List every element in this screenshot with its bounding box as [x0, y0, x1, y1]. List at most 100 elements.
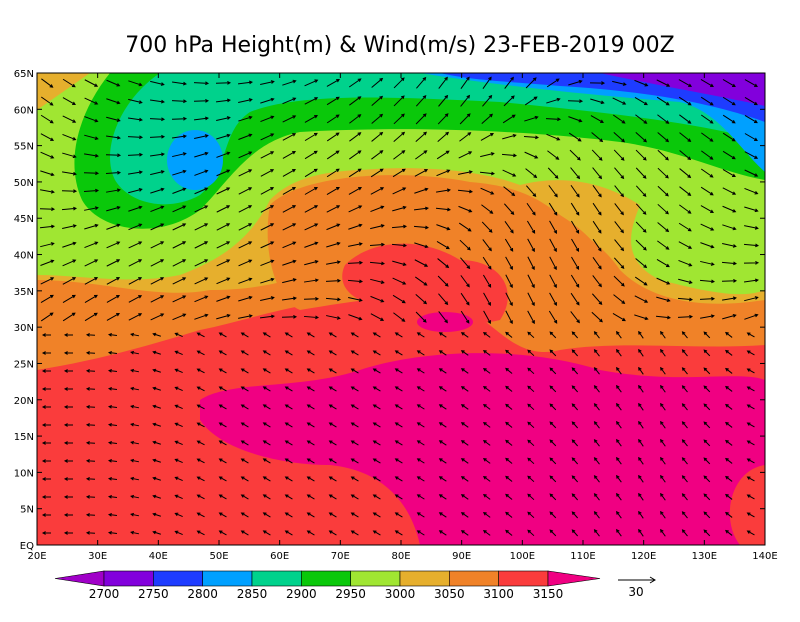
wind-arrow	[85, 441, 96, 445]
wind-arrow	[107, 350, 118, 355]
colorbar-label: 3000	[385, 587, 416, 601]
wind-arrow	[571, 349, 579, 357]
wind-arrow	[549, 331, 557, 339]
wind-arrow	[638, 438, 644, 447]
wind-arrow	[130, 422, 140, 427]
wind-arrow	[482, 367, 491, 374]
wind-arrow	[505, 385, 513, 392]
wind-arrow	[527, 256, 535, 271]
wind-arrow	[635, 239, 647, 251]
wind-arrow	[722, 296, 737, 301]
wind-arrow	[482, 421, 491, 428]
wind-arrow	[216, 223, 231, 231]
wind-arrow	[350, 458, 359, 464]
wind-arrow	[372, 422, 381, 428]
wind-arrow	[657, 203, 669, 215]
wind-arrow	[62, 97, 76, 106]
wind-arrow	[350, 386, 359, 392]
wind-arrow	[591, 293, 603, 306]
wind-arrow	[549, 256, 557, 271]
wind-arrow	[238, 115, 253, 122]
wind-arrow	[700, 114, 714, 124]
wind-arrow	[196, 368, 205, 374]
wind-arrow	[85, 405, 96, 409]
wind-arrow	[130, 494, 140, 499]
wind-arrow	[482, 94, 493, 107]
wind-arrow	[523, 135, 540, 140]
wind-arrow	[152, 530, 161, 535]
wind-arrow	[549, 475, 557, 483]
wind-arrow	[304, 115, 318, 123]
wind-arrow	[725, 511, 733, 518]
wind-arrow	[681, 331, 688, 339]
wind-arrow	[657, 222, 670, 233]
lat-label: 40N	[14, 251, 34, 262]
wind-arrow	[482, 239, 492, 252]
wind-arrow	[349, 96, 362, 106]
wind-arrow	[571, 493, 579, 501]
wind-arrow	[415, 276, 428, 286]
wind-arrow	[196, 404, 205, 410]
wind-arrow	[172, 169, 187, 176]
wind-arrow	[458, 205, 473, 213]
wind-arrow	[527, 367, 535, 375]
wind-arrow	[262, 440, 271, 446]
wind-arrow	[284, 404, 293, 410]
wind-arrow	[238, 187, 253, 195]
wind-arrow	[282, 115, 297, 123]
wind-arrow	[638, 420, 644, 429]
wind-arrow	[703, 421, 711, 429]
wind-arrow	[722, 79, 736, 88]
wind-arrow	[438, 293, 449, 306]
wind-arrow	[150, 205, 165, 213]
lon-label: 50E	[209, 551, 228, 562]
wind-arrow	[284, 476, 293, 482]
wind-arrow	[482, 76, 492, 89]
wind-arrow	[106, 135, 121, 140]
wind-arrow	[503, 186, 516, 197]
wind-arrow	[722, 313, 737, 320]
wind-arrow	[482, 493, 491, 500]
wind-arrow	[172, 277, 187, 285]
wind-arrow	[703, 493, 711, 501]
wind-arrow	[193, 98, 210, 103]
wind-arrow	[394, 332, 403, 338]
wind-arrow	[746, 512, 755, 518]
wind-arrow	[678, 96, 692, 106]
wind-arrow	[392, 187, 407, 195]
wind-arrow	[616, 348, 622, 357]
wind-arrow	[282, 168, 296, 177]
wind-arrow	[570, 274, 580, 288]
wind-arrow	[174, 458, 183, 464]
colorbar-label: 2900	[286, 587, 317, 601]
wind-arrow	[174, 368, 183, 374]
wind-arrow	[413, 225, 430, 230]
wind-arrow	[549, 439, 557, 447]
wind-arrow	[304, 97, 319, 105]
colorbar-label: 2700	[89, 587, 120, 601]
wind-arrow	[63, 423, 74, 427]
wind-arrow	[438, 332, 447, 338]
wind-arrow	[284, 422, 293, 428]
wind-arrow	[527, 529, 535, 537]
wind-arrow	[325, 278, 342, 283]
wind-arrow	[218, 530, 227, 536]
wind-arrow	[106, 223, 121, 230]
wind-arrow	[634, 276, 648, 286]
wind-arrow	[482, 403, 491, 410]
wind-arrow	[725, 457, 733, 464]
wind-arrow	[284, 368, 293, 374]
wind-arrow	[240, 386, 249, 392]
wind-arrow	[415, 294, 428, 305]
wind-arrow	[41, 441, 52, 445]
wind-arrow	[616, 402, 622, 411]
wind-arrow	[638, 348, 644, 357]
wind-arrow	[592, 202, 602, 216]
wind-arrow	[40, 312, 54, 322]
wind-arrow	[348, 223, 363, 230]
wind-arrow	[571, 457, 579, 465]
wind-arrow	[436, 224, 451, 231]
wind-arrow	[480, 152, 495, 158]
wind-arrow	[568, 79, 583, 86]
wind-arrow	[505, 529, 513, 536]
